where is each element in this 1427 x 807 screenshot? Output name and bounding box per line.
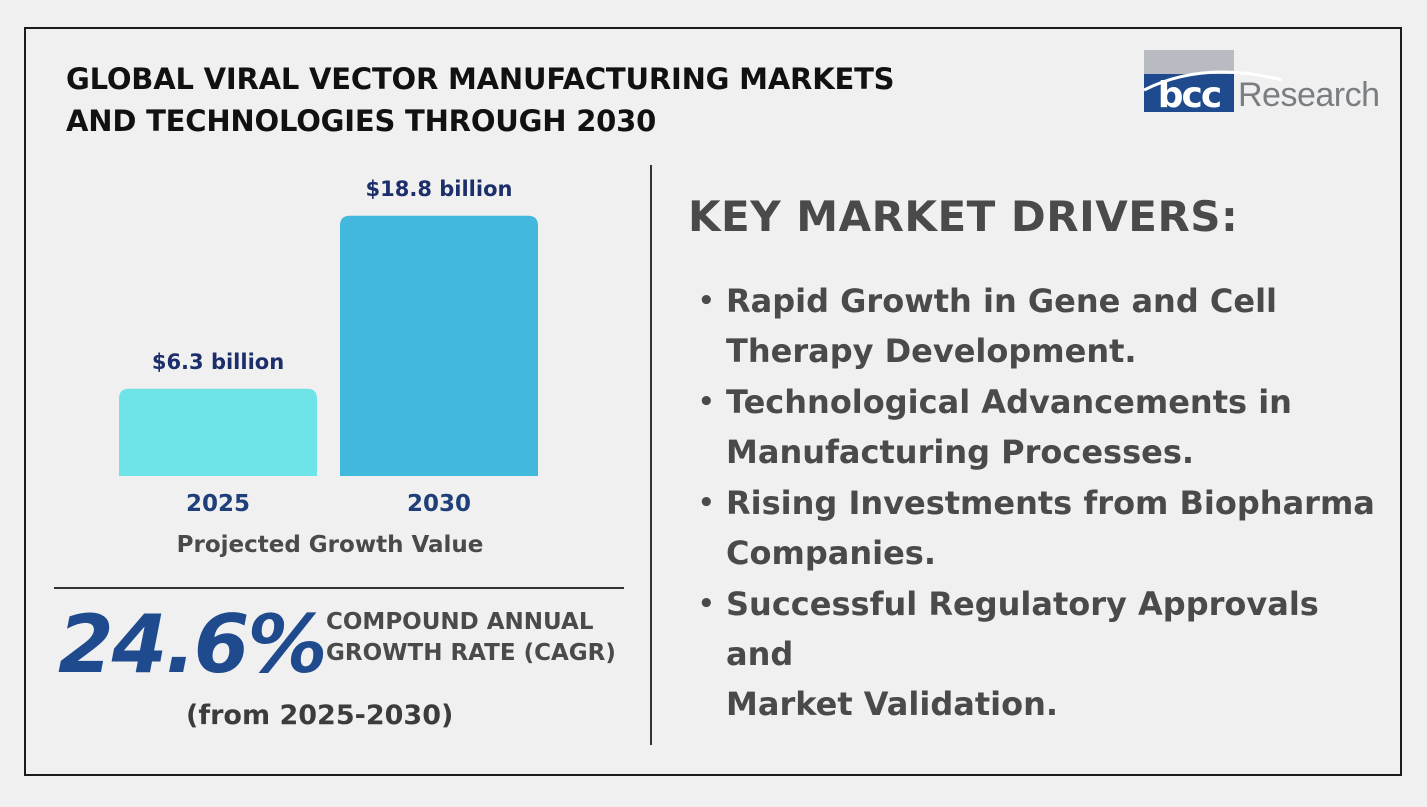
x-tick-label: 2030 (406, 491, 471, 517)
driver-item: • Successful Regulatory Approvals and Mark… (696, 579, 1376, 729)
bar-chart (119, 215, 538, 476)
cagr-label: COMPOUND ANNUAL GROWTH RATE (CAGR) (326, 607, 616, 669)
cagr-period: (from 2025-2030) (186, 700, 454, 731)
bar-2030 (340, 215, 538, 476)
horizontal-divider (54, 587, 624, 589)
bullet-icon: • (698, 387, 715, 417)
bar-value-label: $18.8 billion (365, 176, 513, 201)
cagr-value: 24.6% (58, 598, 328, 691)
bullet-icon: • (698, 286, 715, 316)
drivers-heading: KEY MARKET DRIVERS: (688, 192, 1239, 241)
driver-item: • Rising Investments from Biopharma Compan… (696, 478, 1376, 578)
bullet-icon: • (698, 589, 715, 619)
drivers-list: • Rapid Growth in Gene and Cell Therapy De… (696, 276, 1376, 730)
infographic-frame (24, 27, 1402, 776)
x-tick-label: 2025 (185, 491, 250, 517)
title-line-1: GLOBAL VIRAL VECTOR MANUFACTURING MARKET… (66, 62, 895, 96)
vertical-divider (650, 165, 652, 745)
chart-x-axis-label: Projected Growth Value (176, 532, 484, 558)
page-title: GLOBAL VIRAL VECTOR MANUFACTURING MARKET… (66, 58, 895, 142)
driver-item: • Technological Advancements in Manufactur… (696, 377, 1376, 477)
bullet-icon: • (698, 488, 715, 518)
bcc-research-logo: bcc Research (1144, 50, 1380, 116)
title-line-2: AND TECHNOLOGIES THROUGH 2030 (66, 104, 657, 138)
driver-item: • Rapid Growth in Gene and Cell Therapy De… (696, 276, 1376, 376)
bar-value-label: $6.3 billion (151, 349, 285, 374)
logo-mark (1144, 50, 1283, 112)
cagr-label-line-1: COMPOUND ANNUAL (326, 609, 594, 635)
cagr-label-line-2: GROWTH RATE (CAGR) (326, 640, 616, 666)
logo-mark-text: bcc (1157, 75, 1222, 116)
bar-2025 (119, 388, 317, 476)
logo-wordmark: Research (1238, 76, 1380, 114)
